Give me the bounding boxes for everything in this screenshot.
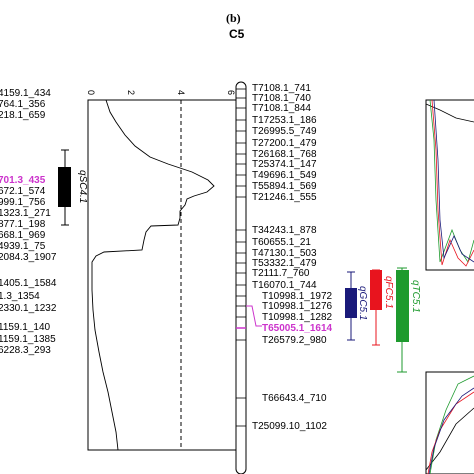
marker-ticks <box>236 88 246 427</box>
qtl-label-qgc: qGC5.1 <box>357 286 368 321</box>
lod-tick-0: 0 <box>86 90 96 96</box>
right-marker: T10998.1_1972 <box>262 291 333 302</box>
left-marker: 1.3_1354 <box>0 291 40 302</box>
left-marker: 1159.1_140 <box>0 322 51 333</box>
right-marker: T16070.1_744 <box>252 280 317 291</box>
right-marker: T49696.1_549 <box>252 170 317 181</box>
chromosome-title: C5 <box>229 27 245 41</box>
right-marker: T53332.1_479 <box>252 258 317 269</box>
qsc-bar <box>58 167 71 207</box>
lod-tick-4: 4 <box>176 90 186 96</box>
left-marker: 218.1_659 <box>0 110 46 121</box>
lod-tick-2: 2 <box>126 90 136 96</box>
right-marker: T47130.1_503 <box>252 248 317 259</box>
right-marker: T60655.1_21 <box>252 237 311 248</box>
left-marker: 1159.1_1385 <box>0 334 56 345</box>
right-marker-highlight: T65005.1_1614 <box>262 323 333 334</box>
left-marker: 668.1_969 <box>0 230 46 241</box>
qtl-label-qsc: qSC4.1 <box>77 170 88 204</box>
left-marker: 6228.3_293 <box>0 345 51 356</box>
right-marker: T7108.1_740 <box>252 93 311 104</box>
left-marker-highlight: 701.3_435 <box>0 175 46 186</box>
left-marker: 4939.1_75 <box>0 241 46 252</box>
right-plot-upper <box>425 99 474 271</box>
qtl-label-qtc: qTC5.1 <box>410 280 421 313</box>
left-marker: 999.1_756 <box>0 197 46 208</box>
right-plot-lower <box>425 371 474 474</box>
right-marker: T66643.4_710 <box>262 393 327 404</box>
right-marker: T10998.1_1282 <box>262 312 333 323</box>
lod-plot-frame <box>87 99 244 451</box>
right-marker: T25099.10_1102 <box>252 421 327 432</box>
qtc-bar <box>396 270 409 342</box>
left-marker: 4159.1_434 <box>0 88 51 99</box>
lod-tick-6: 6 <box>226 90 236 96</box>
left-marker: 764.1_356 <box>0 99 46 110</box>
left-marker: 1323.1_271 <box>0 208 51 219</box>
panel-label: (b) <box>226 11 241 25</box>
left-marker: 877.1_198 <box>0 219 46 230</box>
left-marker: 2084.3_1907 <box>0 252 57 263</box>
qfc-bar <box>370 270 382 310</box>
chromosome-body <box>235 81 247 474</box>
right-marker: T25374.1_147 <box>252 159 317 170</box>
right-marker: T21246.1_555 <box>252 192 317 203</box>
right-marker: T26168.1_768 <box>252 149 317 160</box>
highlight-connector <box>246 305 262 327</box>
qtl-label-qfc: qFC5.1 <box>383 276 394 309</box>
right-marker: T10998.1_1276 <box>262 301 333 312</box>
right-marker: T7108.1_844 <box>252 103 311 114</box>
right-marker: T55894.1_569 <box>252 181 317 192</box>
right-marker: T26579.2_980 <box>262 335 327 346</box>
right-marker: T27200.1_479 <box>252 138 317 149</box>
right-marker: T17253.1_186 <box>252 115 317 126</box>
left-marker: 1405.1_1584 <box>0 278 57 289</box>
left-marker: 672.1_574 <box>0 186 46 197</box>
left-marker: 2330.1_1232 <box>0 303 57 314</box>
right-marker: T26995.5_749 <box>252 126 317 137</box>
right-marker: T34243.1_878 <box>252 225 317 236</box>
lod-curve <box>91 99 215 451</box>
qgc-bar <box>345 288 357 318</box>
right-marker: T2111.7_760 <box>252 268 310 279</box>
right-marker: T7108.1_741 <box>252 83 311 94</box>
